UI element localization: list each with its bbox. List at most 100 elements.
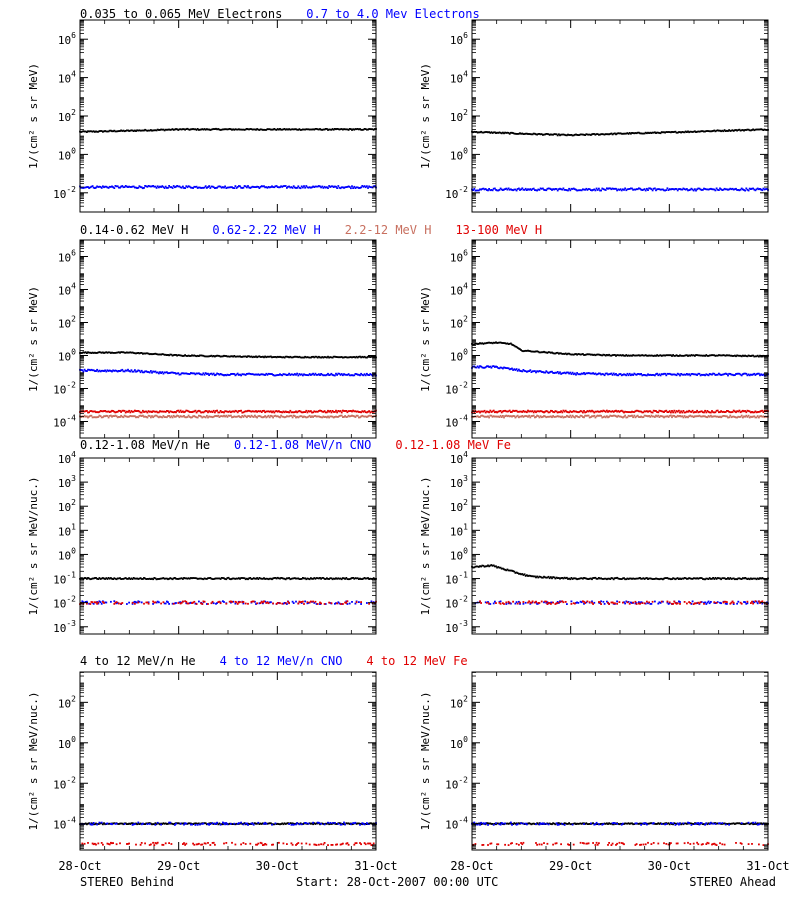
data-point — [479, 416, 481, 418]
data-point — [172, 354, 175, 356]
data-point — [513, 410, 516, 412]
data-point — [186, 577, 189, 580]
data-point — [255, 415, 257, 418]
data-point — [354, 410, 357, 413]
data-point — [108, 415, 111, 417]
data-point — [118, 409, 120, 412]
data-point — [344, 356, 346, 358]
data-point — [673, 415, 676, 417]
data-point — [619, 373, 622, 375]
data-point — [735, 355, 737, 358]
data-point — [260, 577, 263, 580]
data-point — [619, 354, 622, 356]
data-point — [640, 354, 642, 357]
data-point — [172, 185, 175, 187]
data-point — [572, 373, 575, 376]
data-point — [499, 131, 502, 134]
data-point — [322, 577, 325, 579]
data-point — [561, 415, 564, 418]
data-point — [641, 189, 644, 191]
data-point — [222, 186, 224, 188]
data-point — [146, 129, 149, 132]
data-point — [284, 602, 287, 605]
data-point — [632, 354, 634, 356]
data-point — [370, 410, 373, 413]
data-point — [603, 577, 606, 580]
data-point — [282, 128, 285, 131]
data-point — [623, 415, 625, 418]
data-point — [359, 128, 361, 130]
data-point — [760, 355, 762, 358]
data-point — [100, 351, 103, 354]
data-point — [747, 128, 750, 131]
data-point — [587, 133, 590, 136]
data-point — [620, 132, 623, 135]
data-point — [199, 354, 201, 357]
data-point — [366, 356, 368, 359]
data-point — [304, 186, 306, 189]
data-point — [102, 416, 104, 419]
data-point — [259, 602, 262, 604]
data-point — [726, 578, 728, 580]
data-point — [296, 372, 298, 375]
data-point — [475, 366, 478, 369]
data-point — [489, 365, 492, 368]
data-point — [308, 128, 311, 131]
data-point — [532, 132, 535, 135]
data-point — [499, 414, 502, 417]
data-point — [273, 411, 276, 414]
data-point — [84, 130, 87, 133]
data-point — [152, 410, 154, 413]
data-point — [633, 414, 636, 417]
data-point — [688, 189, 690, 191]
data-point — [367, 415, 369, 418]
data-point — [586, 410, 589, 412]
data-point — [616, 576, 618, 579]
data-point — [262, 373, 264, 376]
data-point — [638, 131, 640, 134]
data-point — [538, 133, 541, 135]
data-point — [642, 188, 645, 191]
data-point — [739, 354, 742, 357]
data-point — [145, 129, 148, 132]
data-point — [251, 578, 254, 580]
data-point — [217, 128, 220, 130]
data-point — [745, 411, 748, 414]
data-point — [483, 366, 486, 369]
data-point — [520, 188, 522, 191]
data-point — [161, 353, 164, 355]
data-point — [591, 372, 593, 375]
data-point — [536, 350, 538, 353]
y-tick-exponent: 2 — [463, 108, 468, 117]
data-point — [498, 131, 501, 134]
data-point — [700, 373, 703, 376]
data-point — [492, 409, 495, 412]
data-point — [313, 602, 316, 604]
data-point — [260, 600, 263, 603]
data-point — [318, 128, 320, 131]
data-point — [580, 577, 583, 580]
data-point — [132, 370, 135, 373]
data-point — [542, 371, 544, 373]
data-point — [618, 578, 621, 580]
data-point — [530, 189, 533, 191]
data-point — [723, 411, 726, 413]
data-point — [146, 185, 149, 188]
data-point — [566, 371, 568, 374]
data-point — [691, 131, 694, 133]
data-point — [752, 415, 754, 418]
data-point — [553, 133, 556, 135]
data-point — [574, 577, 576, 580]
data-point — [208, 355, 210, 358]
y-tick-label: 104 — [58, 450, 76, 466]
data-point — [607, 411, 609, 413]
data-point — [360, 186, 362, 189]
data-point — [184, 187, 186, 189]
data-point — [505, 132, 508, 134]
data-point — [291, 416, 294, 419]
data-point — [727, 410, 729, 412]
data-point — [504, 342, 506, 345]
data-point — [737, 415, 740, 418]
data-point — [115, 415, 118, 418]
